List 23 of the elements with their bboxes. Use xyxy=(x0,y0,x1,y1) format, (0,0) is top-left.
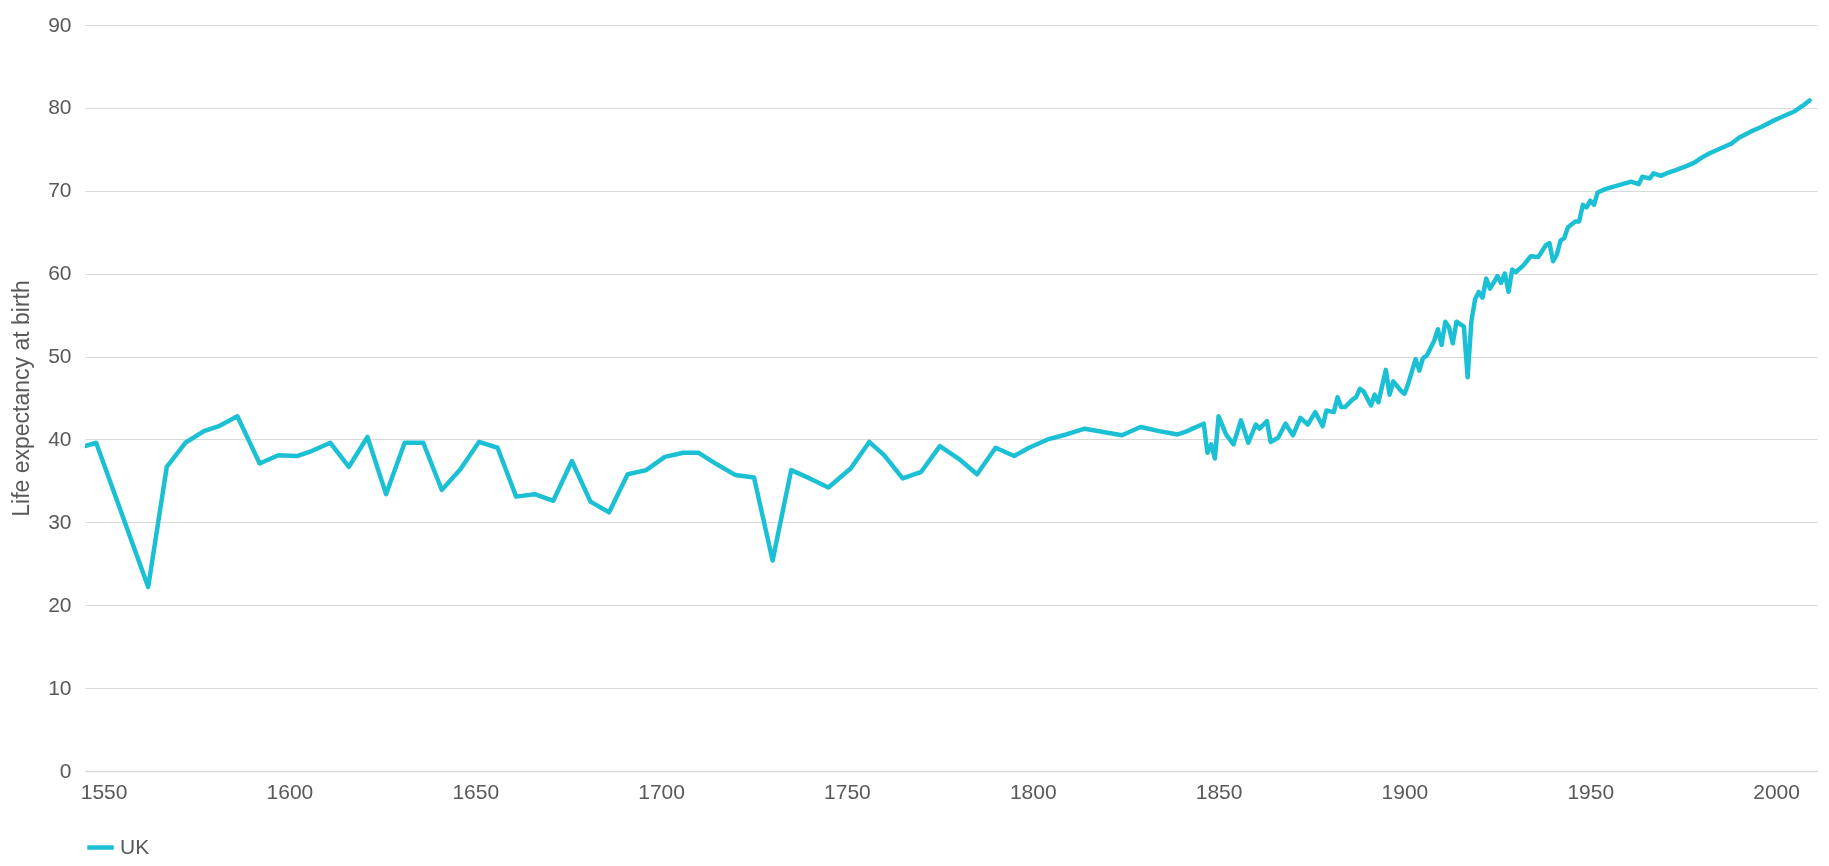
y-tick-label: 10 xyxy=(48,675,72,699)
x-tick-label: 1950 xyxy=(1567,779,1615,803)
y-tick-label: 60 xyxy=(48,261,72,285)
y-tick-label: 40 xyxy=(48,426,72,450)
y-tick-label: 80 xyxy=(48,95,72,119)
x-tick-label: 1550 xyxy=(80,779,128,803)
legend-label: UK xyxy=(120,834,150,858)
y-tick-label: 50 xyxy=(48,344,72,368)
line-series xyxy=(85,98,1812,590)
y-tick-label: 0 xyxy=(59,758,72,782)
x-tick-label: 2000 xyxy=(1753,779,1800,803)
y-tick-label: 90 xyxy=(48,12,72,36)
x-tick-label: 1800 xyxy=(1009,779,1057,803)
x-tick-label: 1600 xyxy=(266,779,314,803)
x-tick-label: 1750 xyxy=(824,779,871,803)
x-tick-label: 1850 xyxy=(1195,779,1243,803)
y-tick-label: 70 xyxy=(48,178,72,202)
x-tick-label: 1700 xyxy=(638,779,685,803)
y-tick-label: 20 xyxy=(48,592,72,616)
x-tick-label: 1650 xyxy=(452,779,500,803)
x-tick-label: 1900 xyxy=(1381,779,1429,803)
y-tick-label: 30 xyxy=(48,509,72,533)
y-axis-title: Life expectancy at birth xyxy=(8,280,35,517)
